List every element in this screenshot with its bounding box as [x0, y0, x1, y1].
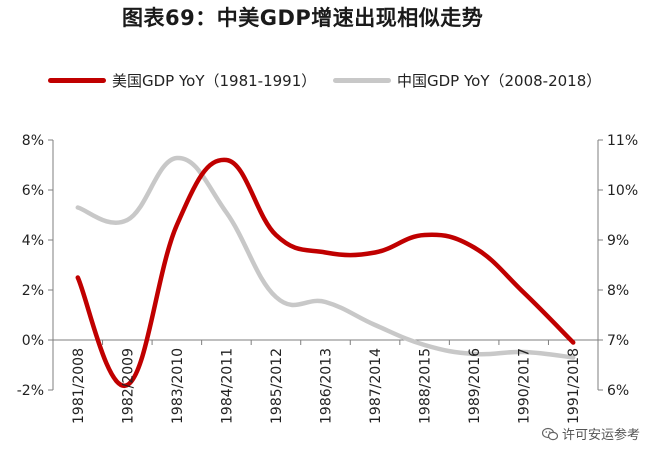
right-tick-label: 11% [607, 133, 638, 149]
legend-item-china: 中国GDP YoY（2008-2018） [333, 70, 601, 91]
right-tick-label: 6% [607, 383, 629, 399]
left-tick-label: -2% [17, 383, 44, 399]
watermark-text: 许可安运参考 [561, 428, 640, 443]
series-line-us [75, 157, 576, 388]
right-tick-label: 8% [607, 283, 629, 299]
legend-swatch-china [333, 78, 391, 83]
left-tick-label: 8% [22, 133, 44, 149]
category-label: 1981/2008 [71, 348, 87, 424]
left-tick-label: 4% [22, 233, 44, 249]
right-tick-label: 10% [607, 183, 638, 199]
legend-label-us: 美国GDP YoY（1981-1991） [112, 72, 317, 90]
category-label: 1990/2017 [517, 348, 533, 424]
category-label: 1991/2018 [566, 348, 582, 424]
category-label: 1984/2011 [219, 348, 235, 424]
right-tick-label: 9% [607, 233, 629, 249]
category-label: 1986/2013 [319, 348, 335, 424]
category-label: 1985/2012 [269, 348, 285, 424]
wechat-icon [541, 427, 558, 440]
category-label: 1988/2015 [418, 348, 434, 424]
series-line-china [75, 155, 576, 360]
legend-label-china: 中国GDP YoY（2008-2018） [397, 72, 602, 90]
left-tick-label: 2% [22, 283, 44, 299]
category-label: 1989/2016 [467, 348, 483, 424]
category-label: 1982/2009 [120, 348, 136, 424]
category-label: 1983/2010 [170, 348, 186, 424]
watermark: 许可安运参考 [541, 424, 640, 443]
left-tick-label: 6% [22, 183, 44, 199]
right-tick-label: 7% [607, 333, 629, 349]
legend-swatch-us [48, 78, 106, 83]
category-label: 1987/2014 [368, 348, 384, 424]
chart-title: 图表69：中美GDP增速出现相似走势 [122, 6, 484, 30]
legend-item-us: 美国GDP YoY（1981-1991） [48, 70, 316, 91]
left-tick-label: 0% [22, 333, 44, 349]
